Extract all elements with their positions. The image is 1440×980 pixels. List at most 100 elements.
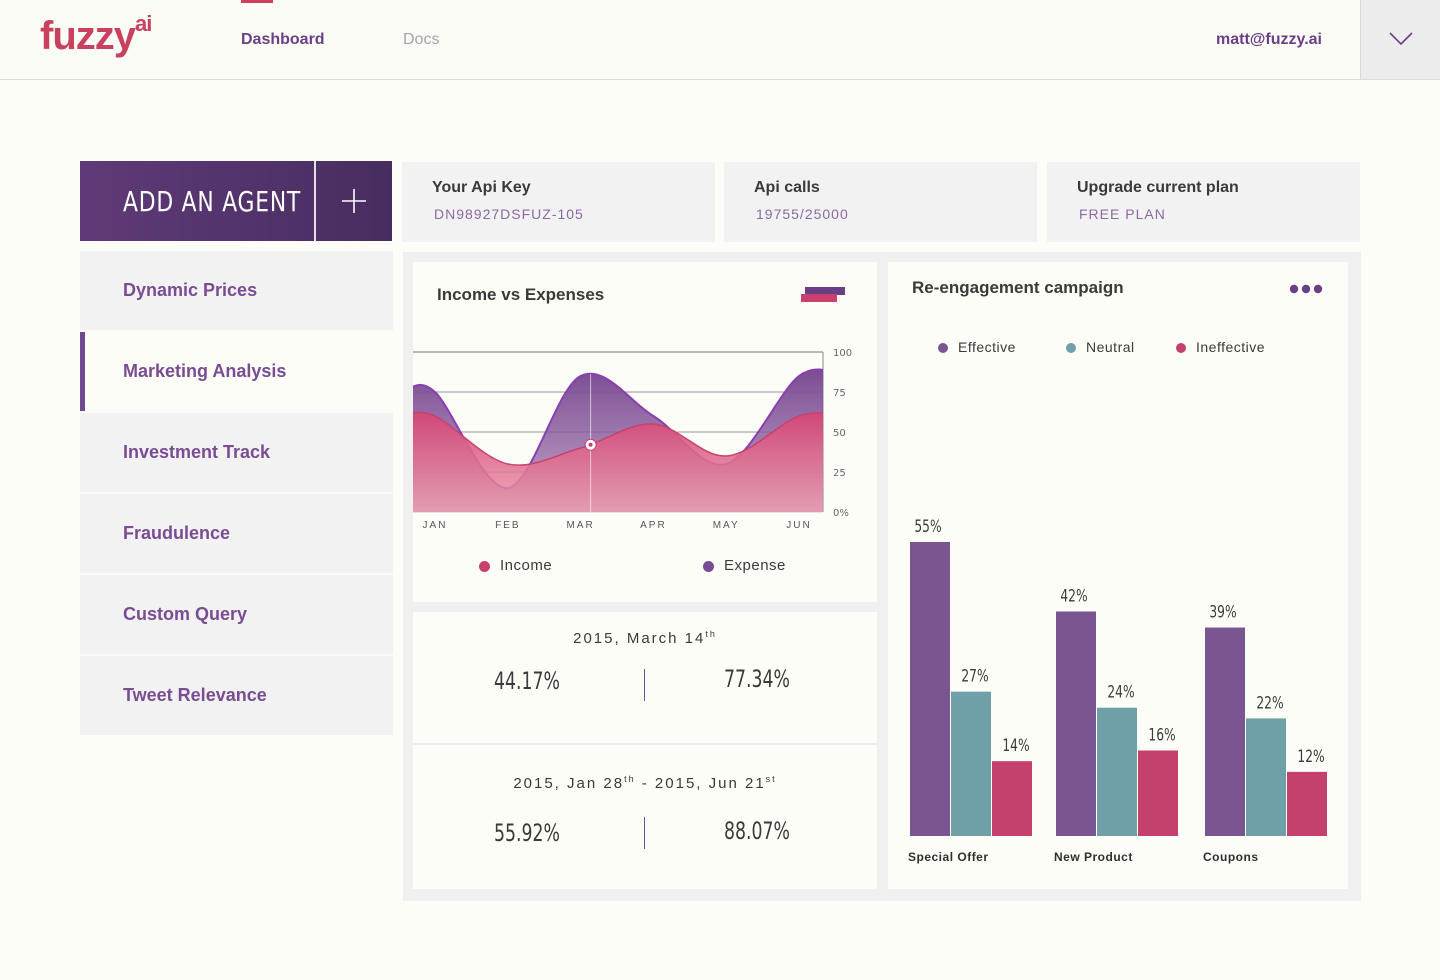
neutral-dot [1066, 343, 1076, 354]
api-key-value: DN98927DSFUZ-105 [434, 206, 584, 222]
bar-ineffective [1287, 771, 1327, 836]
expense-dot [703, 560, 714, 572]
chevron-down-icon [1389, 32, 1413, 46]
bar-value-label: 42% [1060, 587, 1087, 607]
nav-tab-dashboard[interactable]: Dashboard [241, 31, 325, 48]
api-calls-title: Api calls [754, 179, 820, 196]
top-header: fuzzyai Dashboard Docs matt@fuzzy.ai [0, 0, 1440, 80]
divider [644, 817, 645, 849]
campaign-bar-chart: 55% 27% 14% Special Offer 42% 24% 16% New Produ… [908, 517, 1327, 864]
bar-value-label: 14% [1002, 736, 1029, 756]
legend-ineffective-label: Ineffective [1196, 339, 1266, 355]
upgrade-plan-title: Upgrade current plan [1077, 179, 1239, 196]
ineffective-dot [1176, 343, 1186, 354]
bar-neutral [1246, 718, 1286, 836]
sidebar-item-label: Custom Query [123, 604, 248, 624]
period-1-value-a: 44.17% [494, 667, 560, 695]
sidebar-item-dynamic-prices[interactable]: Dynamic Prices [80, 251, 393, 331]
sidebar: Dynamic Prices Marketing Analysis Invest… [80, 251, 393, 737]
category-label: Coupons [1203, 850, 1259, 864]
legend-income: Income [479, 557, 552, 574]
y-tick-label: 50 [833, 428, 846, 439]
chart-toggle-icon[interactable] [801, 286, 845, 304]
logo-sup: ai [135, 10, 152, 36]
bar-effective [910, 542, 950, 836]
sidebar-item-label: Dynamic Prices [123, 280, 258, 300]
y-tick-label: 75 [833, 388, 846, 399]
bar-value-label: 39% [1209, 603, 1236, 623]
income-chart-title: Income vs Expenses [437, 285, 605, 304]
api-calls-value: 19755/25000 [756, 206, 849, 222]
bar-effective [1205, 627, 1245, 836]
campaign-title: Re-engagement campaign [912, 278, 1124, 297]
legend-neutral-label: Neutral [1086, 339, 1135, 355]
sidebar-item-custom-query[interactable]: Custom Query [80, 575, 393, 655]
api-key-card: Your Api Key DN98927DSFUZ-105 [402, 162, 715, 242]
legend-effective-label: Effective [958, 339, 1016, 355]
x-tick-label: MAY [713, 520, 740, 531]
period-1-sup: th [705, 629, 717, 639]
income-area [413, 412, 823, 512]
sidebar-item-label: Tweet Relevance [123, 685, 267, 705]
add-agent-button[interactable]: ADD AN AGENT [80, 161, 392, 241]
x-tick-label: JUN [786, 520, 811, 531]
y-tick-label: 25 [833, 468, 846, 479]
x-tick-label: MAR [566, 520, 594, 531]
divider [314, 161, 316, 241]
bar-effective [1056, 611, 1096, 836]
period-1-label: 2015, March 14th [413, 629, 877, 647]
period-2-label: 2015, Jan 28th - 2015, Jun 21st [413, 774, 877, 792]
bar-value-label: 12% [1297, 747, 1324, 767]
sidebar-item-marketing-analysis[interactable]: Marketing Analysis [80, 332, 393, 412]
bar-value-label: 16% [1148, 726, 1175, 746]
sidebar-item-label: Investment Track [123, 442, 271, 462]
y-tick-label: 0% [833, 508, 849, 519]
x-tick-label: FEB [495, 520, 520, 531]
bar-value-label: 27% [961, 667, 988, 687]
legend-neutral: Neutral [1066, 339, 1135, 355]
current-plan-value: FREE PLAN [1079, 206, 1166, 222]
effective-dot [938, 343, 948, 354]
x-tick-label: JAN [423, 520, 448, 531]
sidebar-item-fraudulence[interactable]: Fraudulence [80, 494, 393, 574]
more-options-icon[interactable] [1289, 284, 1323, 294]
bar-neutral [1097, 707, 1137, 836]
logo[interactable]: fuzzyai [40, 10, 152, 59]
user-menu-button[interactable] [1360, 0, 1440, 79]
period-1-date: 2015, March 14 [573, 630, 706, 647]
highlight-point-center [588, 442, 593, 447]
income-expenses-chart: JAN FEB MAR APR MAY JUN 100 75 50 25 0% [413, 348, 852, 531]
y-tick-label: 100 [833, 348, 852, 359]
bar-ineffective [1138, 750, 1178, 836]
separator [413, 743, 877, 745]
sidebar-item-label: Marketing Analysis [123, 361, 287, 381]
income-line [413, 411, 823, 466]
legend-expense: Expense [703, 557, 786, 574]
expense-line [413, 368, 823, 490]
api-key-title: Your Api Key [432, 179, 531, 196]
api-calls-card: Api calls 19755/25000 [724, 162, 1037, 242]
period-2-start: 2015, Jan 28 [513, 775, 625, 792]
period-2-end: 2015, Jun 21 [654, 775, 766, 792]
legend-expense-label: Expense [724, 557, 786, 574]
plus-icon [342, 189, 366, 213]
category-label: Special Offer [908, 850, 989, 864]
bar-ineffective [992, 761, 1032, 836]
campaign-panel: Re-engagement campaign Effective Neutral… [888, 262, 1348, 889]
divider [644, 669, 645, 701]
period-2-value-b: 88.07% [724, 817, 790, 845]
legend-income-label: Income [500, 557, 553, 574]
logo-text: fuzzy [40, 14, 136, 58]
sidebar-item-investment-track[interactable]: Investment Track [80, 413, 393, 493]
active-tab-indicator [241, 0, 273, 3]
x-tick-label: APR [640, 520, 667, 531]
user-email[interactable]: matt@fuzzy.ai [1216, 31, 1322, 48]
nav-tab-docs[interactable]: Docs [403, 31, 440, 48]
sidebar-item-tweet-relevance[interactable]: Tweet Relevance [80, 656, 393, 736]
bar-value-label: 24% [1107, 683, 1134, 703]
upgrade-plan-card[interactable]: Upgrade current plan FREE PLAN [1047, 162, 1360, 242]
category-label: New Product [1054, 850, 1133, 864]
legend-effective: Effective [938, 339, 1016, 355]
period-1-value-b: 77.34% [724, 665, 790, 693]
add-agent-plus-button[interactable] [316, 161, 392, 241]
